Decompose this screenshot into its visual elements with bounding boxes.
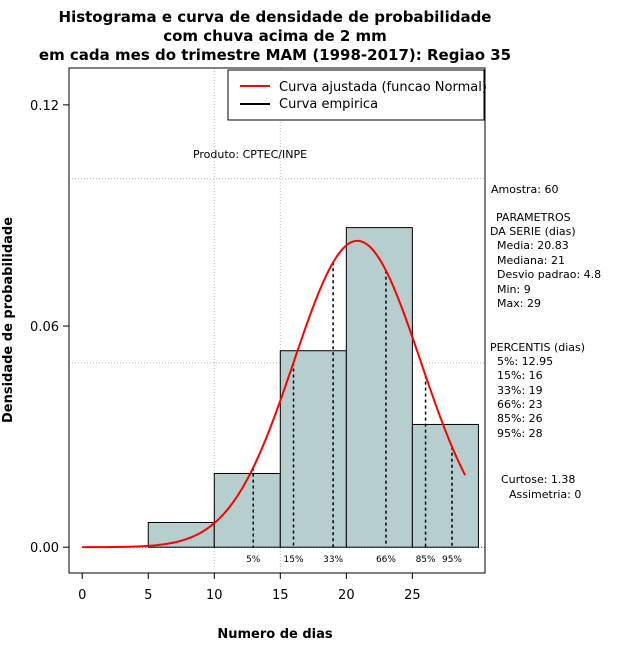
fitted-normal-curve xyxy=(82,239,467,549)
percentile-label: 85% xyxy=(416,555,436,565)
stats-amostra: Amostra: 60 xyxy=(491,183,559,196)
stats-p5: 5%: 12.95 xyxy=(497,355,554,368)
x-axis-title: Numero de dias xyxy=(217,627,333,642)
y-tick-label: 0.12 xyxy=(30,99,59,114)
stats-p33: 33%: 19 xyxy=(497,384,543,397)
stats-desvio: Desvio padrao: 4.8 xyxy=(497,268,602,281)
stats-param-title-2: DA SERIE (dias) xyxy=(490,225,576,238)
legend-label-fitted: Curva ajustada (funcao Normal) xyxy=(279,80,487,95)
x-axis: 0 5 10 15 20 25 xyxy=(78,572,421,603)
title-line-3: em cada mes do trimestre MAM (1998-2017)… xyxy=(39,46,511,64)
legend-box xyxy=(227,69,485,121)
stats-assimetria: Assimetria: 0 xyxy=(509,488,582,501)
legend-label-empirical: Curva empirica xyxy=(279,97,378,112)
y-tick-label: 0.06 xyxy=(30,320,59,335)
product-annotation: Produto: CPTEC/INPE xyxy=(193,148,307,161)
percentile-label: 5% xyxy=(246,555,261,565)
x-tick-label: 5 xyxy=(144,588,152,603)
chart-title: Histograma e curva de densidade de proba… xyxy=(39,8,511,64)
stats-param-title-1: PARAMETROS xyxy=(496,211,571,224)
percentile-labels: 5% 15% 33% 66% 85% 95% xyxy=(246,555,462,565)
percentile-label: 95% xyxy=(442,555,462,565)
y-axis-title: Densidade de probabilidade xyxy=(1,217,16,423)
percentile-label: 33% xyxy=(323,555,343,565)
x-tick-label: 0 xyxy=(78,588,86,603)
y-axis: 0.00 0.06 0.12 xyxy=(30,99,70,556)
stats-min: Min: 9 xyxy=(497,283,531,296)
stats-p85: 85%: 26 xyxy=(497,412,543,425)
legend: Curva ajustada (funcao Normal) Curva emp… xyxy=(227,69,487,121)
percentile-lines xyxy=(252,262,453,548)
histogram-bars xyxy=(147,227,479,548)
stats-max: Max: 29 xyxy=(497,297,541,310)
histogram-bar xyxy=(411,423,479,548)
x-tick-label: 20 xyxy=(338,588,355,603)
stats-mediana: Mediana: 21 xyxy=(497,254,565,267)
stats-p95: 95%: 28 xyxy=(497,427,543,440)
histogram-bar xyxy=(345,227,413,548)
stats-p15: 15%: 16 xyxy=(497,369,543,382)
x-tick-label: 25 xyxy=(404,588,421,603)
stats-media: Media: 20.83 xyxy=(497,239,569,252)
stats-curtose: Curtose: 1.38 xyxy=(501,473,576,486)
histogram-bar xyxy=(213,472,281,548)
x-tick-label: 10 xyxy=(206,588,223,603)
title-line-1: Histograma e curva de densidade de proba… xyxy=(59,8,492,26)
histogram-bar xyxy=(147,522,215,548)
stats-p66: 66%: 23 xyxy=(497,398,543,411)
percentile-label: 15% xyxy=(284,555,304,565)
histogram-bar xyxy=(279,350,347,548)
title-line-2: com chuva acima de 2 mm xyxy=(163,27,387,45)
y-tick-label: 0.00 xyxy=(30,541,59,556)
stats-percentis-title: PERCENTIS (dias) xyxy=(490,341,586,354)
percentile-label: 66% xyxy=(376,555,396,565)
x-tick-label: 15 xyxy=(272,588,289,603)
